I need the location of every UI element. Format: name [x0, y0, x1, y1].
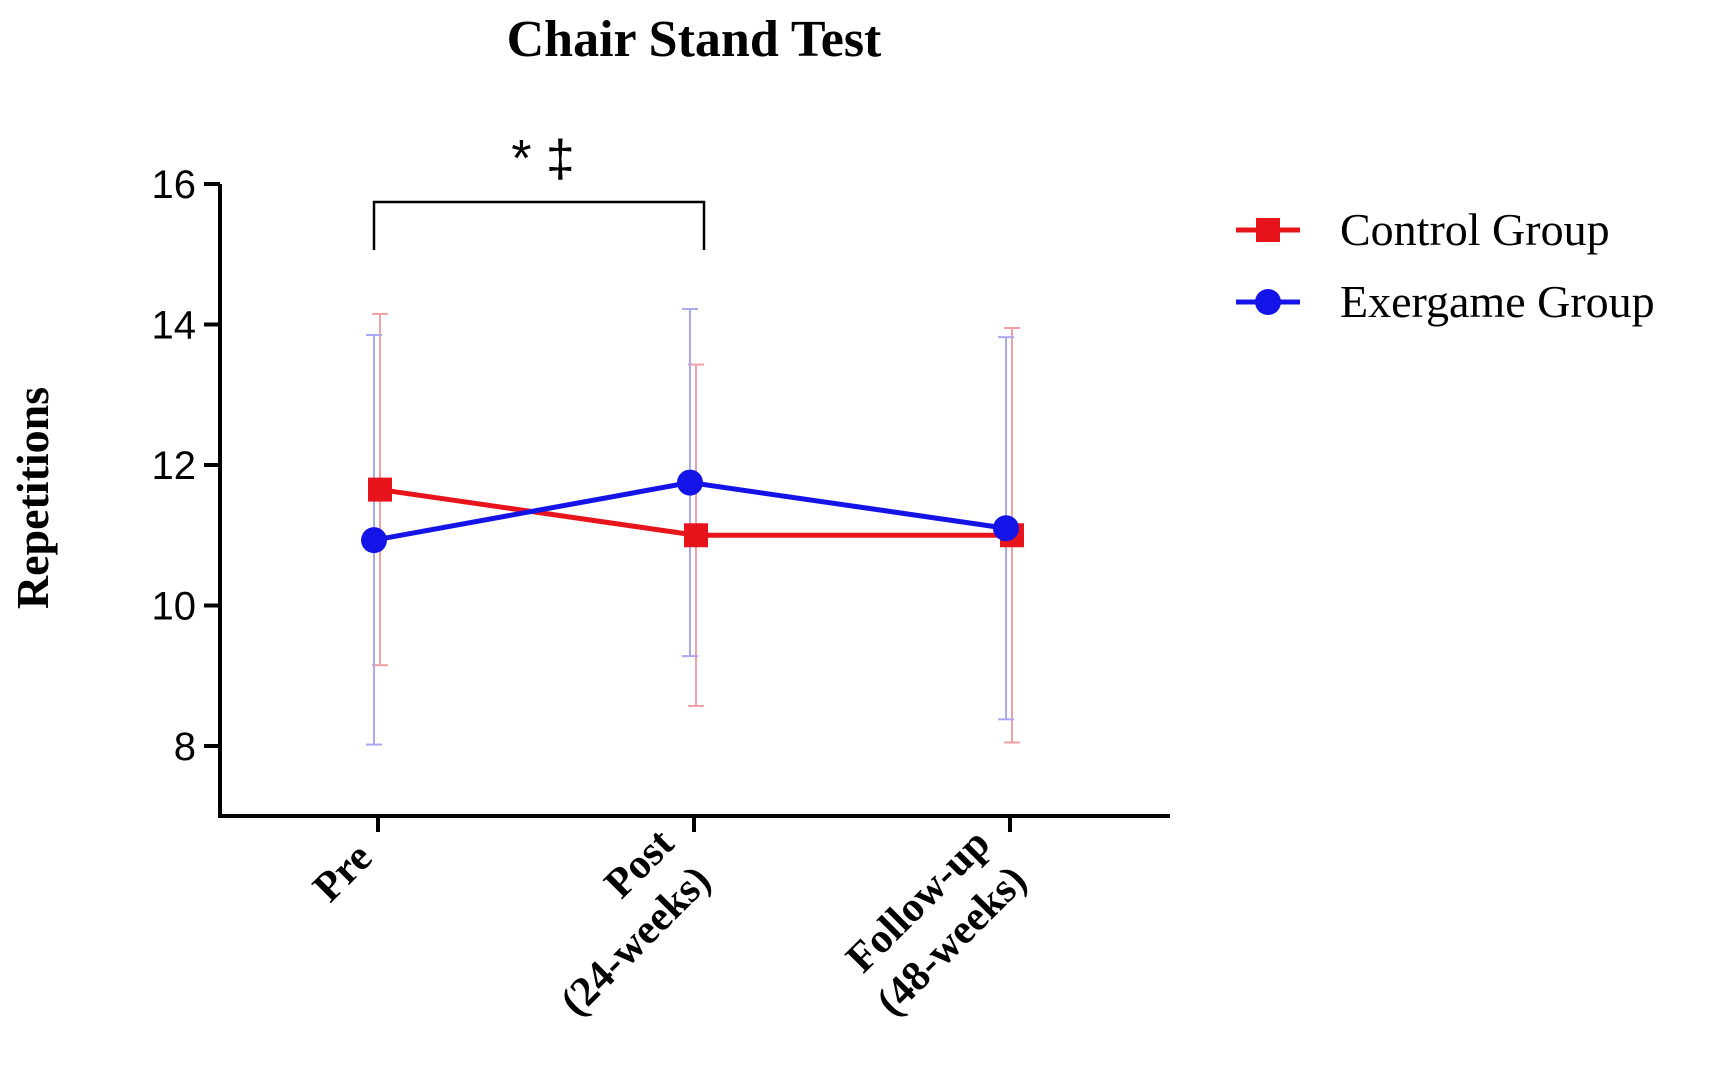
y-tick-label-1: 10	[152, 585, 197, 629]
x-ticks: Pre Post(24-weeks) Follow-up(48-weeks)	[305, 816, 1036, 1025]
marker-0-0	[368, 477, 392, 502]
legend-marker-0	[1256, 218, 1280, 242]
chart-title: Chair Stand Test	[507, 11, 882, 68]
x-tick-label-0: Pre	[305, 835, 382, 912]
marker-0-1	[684, 523, 708, 548]
y-tick-label-2: 12	[152, 444, 197, 488]
y-tick-label-3: 14	[152, 304, 197, 348]
significance-annotation: * ‡	[372, 130, 706, 250]
y-tick-label-0: 8	[174, 725, 196, 769]
x-tick-line-0-0: Pre	[305, 835, 382, 912]
marker-1-1	[677, 469, 703, 496]
legend-label-1: Exergame Group	[1340, 276, 1655, 327]
x-tick-label-2: Follow-up(48-weeks)	[831, 820, 1036, 1025]
significance-bracket-0	[372, 200, 706, 250]
marker-1-2	[993, 515, 1019, 542]
y-tick-label-4: 16	[152, 163, 197, 207]
x-tick-text-2: Follow-up(48-weeks)	[831, 820, 1036, 1025]
y-ticks: 8 10 12 14 16	[152, 163, 220, 769]
legend: Control Group Exergame Group	[1236, 204, 1655, 327]
axes	[218, 184, 1170, 818]
significance-label-0: * ‡	[511, 130, 575, 188]
series-markers	[361, 469, 1024, 554]
y-axis-label: Repetitions	[7, 387, 58, 609]
legend-label-0: Control Group	[1340, 204, 1610, 255]
legend-marker-1	[1255, 289, 1281, 315]
x-tick-text-1: Post(24-weeks)	[515, 820, 720, 1025]
x-tick-text-0: Pre	[305, 835, 382, 912]
x-tick-label-1: Post(24-weeks)	[515, 820, 720, 1025]
marker-1-0	[361, 527, 387, 554]
